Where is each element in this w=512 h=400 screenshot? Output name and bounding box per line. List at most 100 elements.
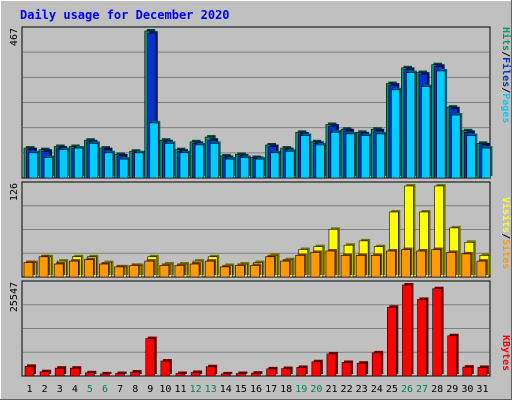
panel-kbytes-legend: KBytes	[500, 335, 511, 371]
bar-pages-day-1	[28, 150, 40, 179]
bar-kbytes-day-31-face	[477, 367, 488, 377]
bar-pages-day-4-face	[73, 147, 84, 179]
x-tick-label-day-4: 4	[72, 384, 78, 395]
x-tick-label-day-19: 19	[295, 384, 307, 395]
bar-kbytes-day-3-face	[54, 367, 65, 377]
bar-kbytes-day-11-face	[175, 373, 186, 377]
panel-kbytes-ymax-label: 25547	[9, 282, 20, 312]
bar-pages-day-24-face	[375, 133, 386, 179]
bar-sites-day-10-face	[159, 265, 170, 278]
bar-sites-day-10	[159, 263, 171, 278]
legend-files: Files	[500, 57, 512, 87]
bar-pages-day-3	[58, 147, 70, 179]
x-tick-label-day-11: 11	[174, 384, 186, 395]
bar-pages-day-3-face	[58, 149, 68, 179]
x-tick-label-day-2: 2	[42, 384, 48, 395]
bar-kbytes-day-6-face	[100, 373, 110, 377]
bar-kbytes-day-7-face	[115, 373, 125, 377]
bar-sites-day-19	[295, 253, 307, 278]
bar-sites-day-8-face	[129, 265, 139, 278]
legend-slash: /	[500, 87, 511, 93]
bar-kbytes-day-9	[145, 336, 157, 377]
x-tick-label-day-29: 29	[446, 384, 458, 395]
bar-kbytes-day-28	[432, 286, 444, 377]
bar-sites-day-27-face	[416, 250, 426, 278]
bar-sites-day-6	[99, 262, 111, 278]
x-tick-label-day-6: 6	[102, 384, 108, 395]
bar-kbytes-day-23	[356, 361, 369, 377]
panel-visits-legend: Visits/Sites	[500, 197, 512, 269]
bar-pages-day-13	[209, 141, 221, 179]
bar-kbytes-day-27-face	[417, 299, 427, 377]
x-tick-label-day-30: 30	[461, 384, 473, 395]
bar-sites-day-2	[38, 254, 51, 278]
bar-pages-day-29-face	[451, 114, 461, 179]
bar-kbytes-day-19-face	[296, 367, 307, 377]
bar-sites-day-25-face	[386, 250, 396, 278]
x-tick-label-day-22: 22	[341, 384, 353, 395]
x-axis-labels: 1 2 3 4 5 6 7 8 9 10 11 12 13 14 15 16 17 18 19 20 21 22 23 24 2…	[27, 384, 489, 395]
legend-pages: Pages	[500, 93, 511, 123]
bar-sites-day-1	[23, 260, 35, 278]
bar-pages-day-11	[179, 150, 191, 179]
bar-kbytes-day-16-face	[251, 372, 261, 377]
bar-kbytes-day-26	[402, 283, 414, 377]
bars-layer	[23, 29, 493, 377]
bar-pages-day-23	[360, 133, 372, 179]
bar-pages-day-9	[149, 120, 161, 179]
bar-pages-day-19-face	[300, 135, 310, 179]
bar-kbytes-day-14	[220, 371, 233, 377]
bar-pages-day-7	[119, 157, 131, 179]
x-tick-label-day-10: 10	[159, 384, 171, 395]
x-tick-label-day-27: 27	[416, 384, 428, 395]
legend-slash: /	[500, 51, 511, 57]
panel-hits-ymax-label: 467	[9, 28, 20, 46]
bar-sites-day-3-face	[53, 263, 64, 278]
x-tick-label-day-31: 31	[476, 384, 488, 395]
x-tick-label-day-3: 3	[57, 384, 63, 395]
bar-kbytes-day-15-depth	[238, 371, 248, 374]
bar-pages-day-30-face	[466, 135, 476, 179]
bar-pages-day-10-face	[164, 143, 174, 179]
bar-sites-day-19-face	[295, 255, 306, 278]
bar-pages-day-5-face	[89, 143, 99, 179]
bar-pages-day-22-face	[345, 133, 355, 179]
bar-kbytes-day-27	[417, 297, 429, 377]
x-tick-label-day-17: 17	[265, 384, 277, 395]
bar-sites-day-21-face	[325, 250, 336, 278]
legend-visits: Visits	[500, 197, 512, 233]
bar-kbytes-day-14-depth	[223, 371, 233, 374]
bar-kbytes-day-25-face	[387, 306, 397, 377]
bar-kbytes-day-10-face	[160, 360, 171, 377]
bar-kbytes-day-16	[251, 371, 263, 377]
bar-kbytes-day-21	[326, 351, 338, 377]
bar-sites-day-7	[114, 264, 126, 278]
bar-pages-day-4	[73, 146, 85, 179]
bar-sites-day-2-face	[38, 256, 49, 278]
bar-pages-day-28-face	[436, 70, 446, 179]
bar-kbytes-day-24	[371, 350, 384, 377]
bar-pages-day-11-face	[179, 152, 189, 179]
x-tick-label-day-12: 12	[190, 384, 202, 395]
bar-kbytes-day-5-face	[85, 372, 95, 377]
x-tick-label-day-9: 9	[147, 384, 153, 395]
bar-kbytes-day-15-face	[236, 373, 246, 377]
x-tick-label-day-7: 7	[117, 384, 123, 395]
chart-title: Daily usage for December 2020	[20, 8, 230, 22]
bar-kbytes-day-2	[39, 369, 52, 377]
bar-pages-day-25	[391, 87, 402, 179]
bar-kbytes-day-10	[160, 359, 172, 377]
bar-sites-day-13	[204, 259, 217, 278]
bar-sites-day-6-face	[99, 263, 109, 278]
bar-pages-day-16-face	[255, 158, 265, 179]
bar-kbytes-day-19	[296, 365, 308, 377]
bar-pages-day-2-face	[43, 157, 53, 179]
legend-sites: Sites	[500, 239, 512, 269]
bar-sites-day-13-face	[204, 260, 215, 278]
bar-kbytes-day-2-face	[39, 371, 50, 377]
bar-kbytes-day-20-face	[311, 361, 322, 377]
bar-sites-day-29-face	[446, 252, 457, 278]
bar-kbytes-day-17-face	[266, 368, 276, 377]
x-tick-label-day-16: 16	[250, 384, 262, 395]
